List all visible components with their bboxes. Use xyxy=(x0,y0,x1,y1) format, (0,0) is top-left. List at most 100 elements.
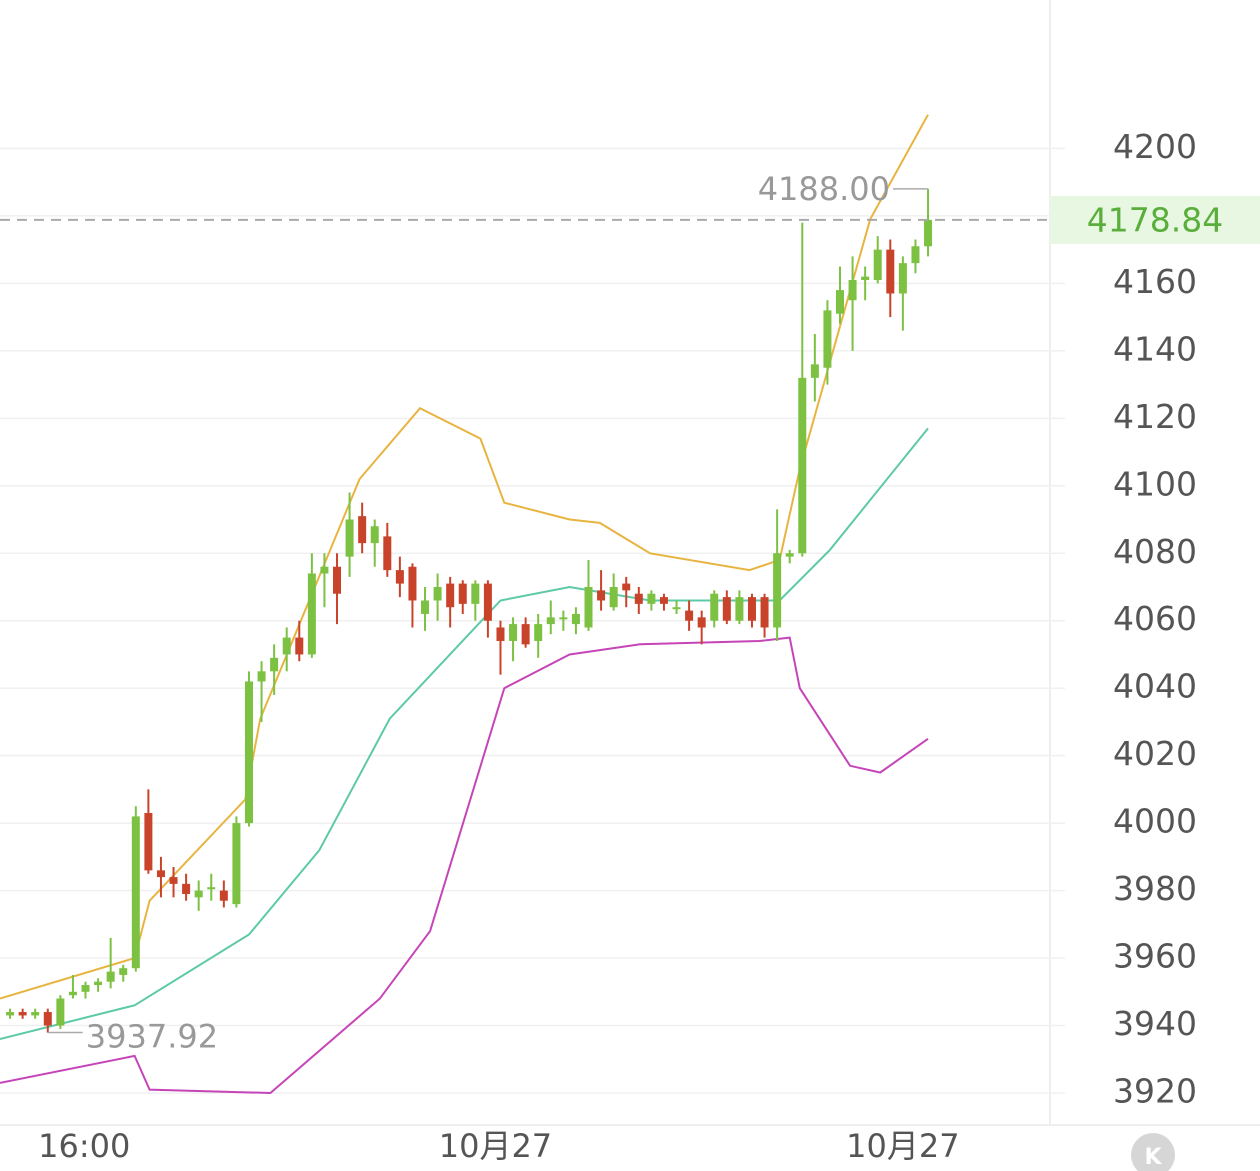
candle-body xyxy=(31,1012,40,1016)
candle-body xyxy=(18,1012,27,1016)
candle-body xyxy=(383,536,392,571)
candle-body xyxy=(659,597,668,604)
candle-body xyxy=(408,566,417,601)
candle-body xyxy=(446,583,455,608)
annotation: 3937.92 xyxy=(86,1018,218,1056)
candle-body xyxy=(672,607,681,610)
candle-body xyxy=(471,583,480,604)
candle-body xyxy=(219,890,228,901)
candle-body xyxy=(270,657,279,672)
candle-body xyxy=(131,816,140,969)
x-tick-label: 10月27 xyxy=(846,1127,959,1165)
candle-body xyxy=(295,637,304,655)
candle-body xyxy=(244,681,253,824)
y-tick-label: 4000 xyxy=(1113,802,1197,841)
y-tick-label: 4160 xyxy=(1113,262,1197,301)
y-tick-label: 3980 xyxy=(1113,869,1197,908)
candle-body xyxy=(597,590,606,601)
y-tick-label: 4040 xyxy=(1113,667,1197,706)
candle-body xyxy=(609,586,618,608)
candle-body xyxy=(395,570,404,584)
candle-body xyxy=(836,290,844,314)
candle-body xyxy=(182,883,191,894)
candle-body xyxy=(735,597,744,621)
candle-body xyxy=(458,583,467,604)
y-tick-label: 4020 xyxy=(1113,734,1197,773)
band-line xyxy=(0,636,929,1095)
candle-body xyxy=(232,823,241,905)
candle-body xyxy=(43,1012,52,1026)
candle-body xyxy=(823,310,832,368)
candle-body xyxy=(861,276,870,280)
y-tick-label: 4120 xyxy=(1113,397,1197,436)
candle-body xyxy=(634,593,643,604)
y-tick-label: 4100 xyxy=(1113,464,1197,503)
last-price-label: 4178.84 xyxy=(1087,200,1223,239)
candle-body xyxy=(647,593,656,604)
candle-body xyxy=(257,671,266,682)
candle-body xyxy=(345,519,354,557)
y-tick-label: 4060 xyxy=(1113,599,1197,638)
band-line xyxy=(0,114,929,1000)
candle-body xyxy=(546,617,555,625)
badge-label: K xyxy=(1144,1145,1162,1170)
candle-body xyxy=(421,600,430,614)
candle-body xyxy=(571,613,580,625)
candle-body xyxy=(370,526,379,544)
candle-body xyxy=(94,981,103,986)
candle-body xyxy=(194,890,203,898)
candle-body xyxy=(848,280,857,301)
candle-body xyxy=(760,597,769,628)
candle-body xyxy=(810,364,819,378)
band-line xyxy=(0,427,929,1040)
y-tick-label: 4200 xyxy=(1113,127,1197,166)
candle-body xyxy=(886,249,895,294)
candle-body xyxy=(785,553,794,557)
y-tick-label: 3940 xyxy=(1113,1004,1197,1043)
candle-body xyxy=(722,597,731,621)
candle-body xyxy=(924,219,933,247)
candle-body xyxy=(534,624,543,641)
candle-body xyxy=(898,263,907,294)
candle-body xyxy=(710,593,719,621)
candle-body xyxy=(622,583,631,591)
candle-body xyxy=(747,597,756,621)
candle-body xyxy=(685,610,694,621)
candle-body xyxy=(207,887,216,890)
candle-body xyxy=(333,566,342,594)
candle-body xyxy=(798,377,807,554)
candle-body xyxy=(144,813,153,871)
candle-body xyxy=(320,566,329,574)
candle-body xyxy=(433,586,442,601)
last-price-box xyxy=(1050,195,1260,244)
candle-body xyxy=(559,617,568,620)
candle-body xyxy=(584,586,593,628)
candle-body xyxy=(358,516,367,544)
candle-body xyxy=(119,968,128,975)
candle-body xyxy=(873,249,882,280)
y-tick-label: 4140 xyxy=(1113,329,1197,368)
x-tick-label: 10月27 xyxy=(439,1127,552,1165)
candle-body xyxy=(169,877,178,884)
y-tick-label: 3920 xyxy=(1113,1072,1197,1111)
candle-body xyxy=(156,870,165,878)
candle-body xyxy=(697,617,706,628)
candle-body xyxy=(483,583,492,621)
candle-body xyxy=(773,553,782,628)
candle-body xyxy=(282,637,291,655)
y-tick-label: 3960 xyxy=(1113,937,1197,976)
candle-body xyxy=(509,624,518,641)
x-tick-label: 16:00 xyxy=(38,1127,130,1165)
candle-body xyxy=(106,971,115,982)
candle-body xyxy=(521,624,530,645)
candle-body xyxy=(6,1012,15,1016)
annotation: 4188.00 xyxy=(758,170,890,208)
y-tick-label: 4080 xyxy=(1113,532,1197,571)
candle-body xyxy=(68,991,77,996)
candle-body xyxy=(496,627,505,641)
candle-body xyxy=(307,573,316,655)
candle-body xyxy=(911,246,920,264)
badge-icon xyxy=(1131,1133,1175,1171)
